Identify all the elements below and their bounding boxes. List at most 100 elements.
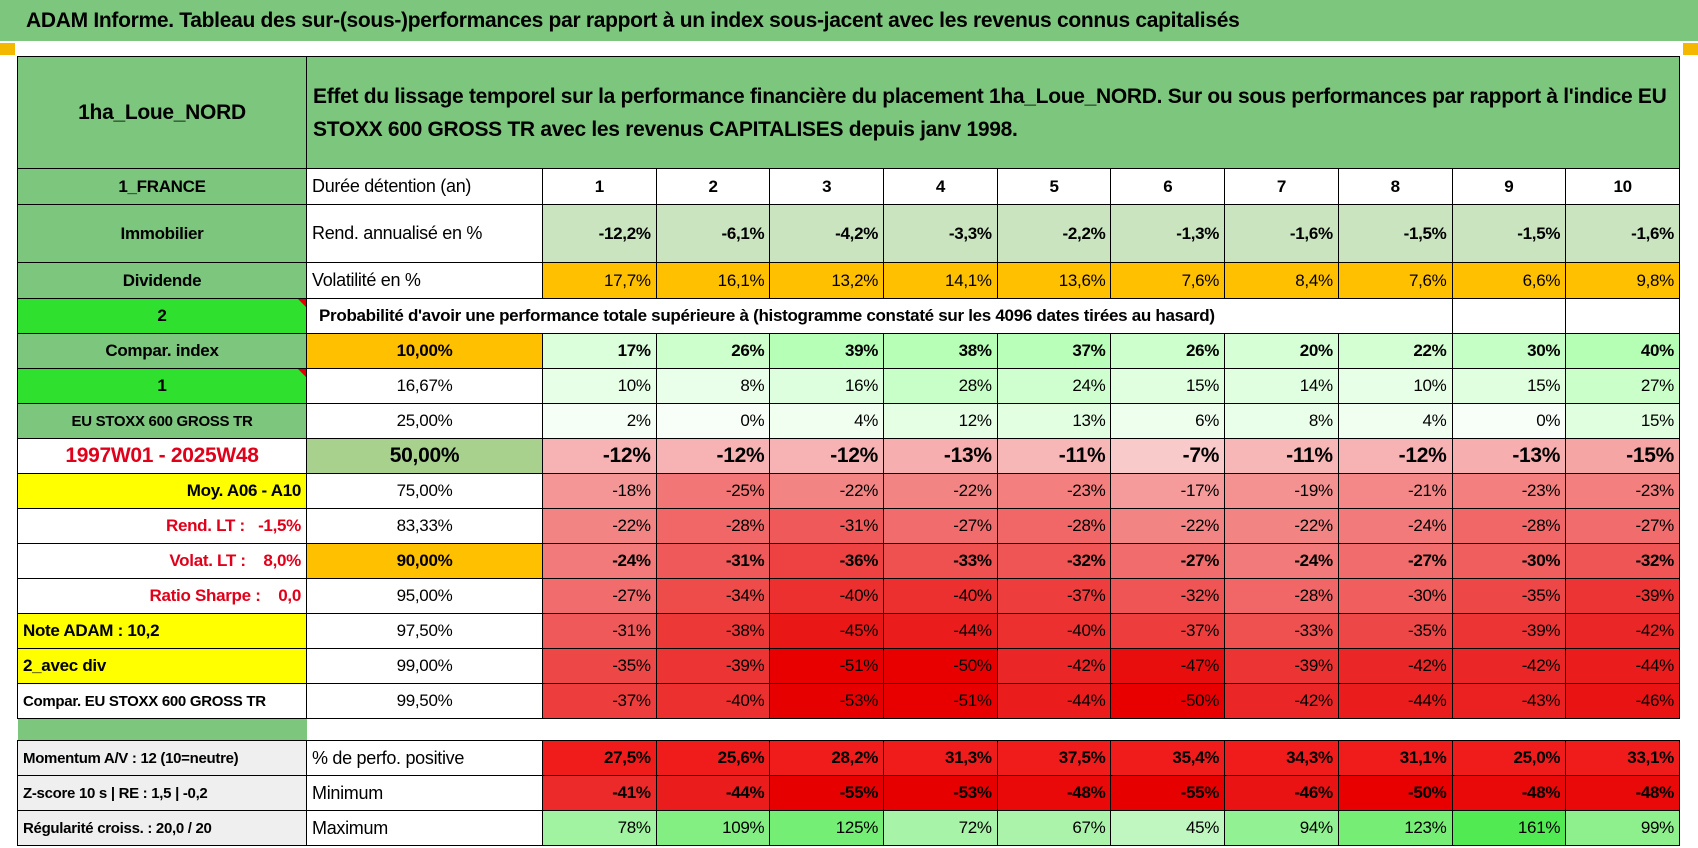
row-side-label: Compar. index bbox=[17, 333, 307, 369]
value-cell: -35% bbox=[1337, 613, 1453, 649]
row-side-label: Régularité croiss. : 20,0 / 20 bbox=[17, 810, 307, 846]
value-cell: 2% bbox=[542, 403, 657, 439]
value-cell: -1,6% bbox=[1224, 204, 1339, 263]
value-cell: -1,6% bbox=[1565, 204, 1680, 263]
value-cell: 94% bbox=[1224, 810, 1339, 846]
value-cell: 13,6% bbox=[996, 262, 1112, 299]
value-cell: 35,4% bbox=[1110, 740, 1226, 776]
value-cell: -6,1% bbox=[655, 204, 771, 263]
value-cell: 16,1% bbox=[655, 262, 771, 299]
table-row: 2_avec div 99,00% -35% -39% -51% -50% -42% -47%… bbox=[17, 648, 1680, 684]
table-row: 1997W01 - 2025W48 50,00% -12% -12% -12% -13% -… bbox=[17, 438, 1680, 474]
value-cell: -24% bbox=[1337, 508, 1453, 544]
row-label: 25,00% bbox=[306, 403, 543, 439]
value-cell: -37% bbox=[1110, 613, 1226, 649]
value-cell: 22% bbox=[1337, 333, 1453, 369]
value-cell: -39% bbox=[1224, 648, 1339, 684]
value-cell: -39% bbox=[655, 648, 771, 684]
value-cell: 17,7% bbox=[542, 262, 657, 299]
row-label: Rend. annualisé en % bbox=[306, 204, 543, 263]
value-cell: -35% bbox=[1451, 578, 1567, 614]
row-label: Maximum bbox=[306, 810, 543, 846]
value-cell: -27% bbox=[1110, 543, 1226, 579]
row-side-label: Z-score 10 s | RE : 1,5 | -0,2 bbox=[17, 775, 307, 811]
value-cell: 17% bbox=[542, 333, 657, 369]
value-cell: 99% bbox=[1565, 810, 1680, 846]
value-cell: 9,8% bbox=[1565, 262, 1680, 299]
value-cell: -27% bbox=[542, 578, 657, 614]
value-cell: -12% bbox=[655, 438, 771, 474]
value-cell: -27% bbox=[1565, 508, 1680, 544]
value-cell: 33,1% bbox=[1565, 740, 1680, 776]
value-cell: -22% bbox=[542, 508, 657, 544]
value-cell: 10% bbox=[542, 368, 657, 404]
value-cell: -22% bbox=[883, 473, 998, 509]
value-cell: -50% bbox=[1337, 775, 1453, 811]
value-cell: -15% bbox=[1565, 438, 1680, 474]
value-cell: -40% bbox=[883, 578, 998, 614]
value-cell: 8,4% bbox=[1224, 262, 1339, 299]
value-cell: -40% bbox=[655, 683, 771, 719]
value-cell: -28% bbox=[1224, 578, 1339, 614]
row-label: 99,50% bbox=[306, 683, 543, 719]
value-cell: -18% bbox=[542, 473, 657, 509]
value-cell: -42% bbox=[1224, 683, 1339, 719]
value-cell: -3,3% bbox=[883, 204, 998, 263]
value-cell: -44% bbox=[996, 683, 1112, 719]
value-cell: 4% bbox=[769, 403, 885, 439]
value-cell: -4,2% bbox=[769, 204, 885, 263]
value-cell: -42% bbox=[1337, 648, 1453, 684]
value-cell: -50% bbox=[883, 648, 998, 684]
value-cell: 27,5% bbox=[542, 740, 657, 776]
table-row: Ratio Sharpe : 0,0 95,00% -27% -34% -40% -40%… bbox=[17, 578, 1680, 614]
value-cell: -48% bbox=[996, 775, 1112, 811]
value-cell: 27% bbox=[1565, 368, 1680, 404]
table-row: Note ADAM : 10,2 97,50% -31% -38% -45% -44% -4… bbox=[17, 613, 1680, 649]
value-cell: 15% bbox=[1451, 368, 1567, 404]
value-cell: -28% bbox=[1451, 508, 1567, 544]
table-row: Compar. EU STOXX 600 GROSS TR 99,50% -37% -… bbox=[17, 683, 1680, 719]
value-cell: -42% bbox=[996, 648, 1112, 684]
value-cell: -13% bbox=[883, 438, 998, 474]
value-cell: 6,6% bbox=[1451, 262, 1567, 299]
value-cell: 7,6% bbox=[1337, 262, 1453, 299]
row-side-label: Ratio Sharpe : 0,0 bbox=[17, 578, 307, 614]
value-cell: -31% bbox=[769, 508, 885, 544]
value-cell: -12,2% bbox=[542, 204, 657, 263]
value-cell: -32% bbox=[1565, 543, 1680, 579]
value-cell: 30% bbox=[1451, 333, 1567, 369]
value-cell: -39% bbox=[1451, 613, 1567, 649]
value-cell: 109% bbox=[655, 810, 771, 846]
row-label: 97,50% bbox=[306, 613, 543, 649]
value-cell: 38% bbox=[883, 333, 998, 369]
row-label: 99,00% bbox=[306, 648, 543, 684]
row-side-label: 1_FRANCE bbox=[17, 168, 307, 205]
span-text: Probabilité d'avoir une performance tota… bbox=[306, 298, 1453, 334]
value-cell: -22% bbox=[1224, 508, 1339, 544]
value-cell: -35% bbox=[542, 648, 657, 684]
value-cell: 25,6% bbox=[655, 740, 771, 776]
table-row: Compar. index 10,00% 17% 26% 39% 38% 37% 26% 20%… bbox=[17, 333, 1680, 369]
value-cell: -44% bbox=[883, 613, 998, 649]
value-cell: 28,2% bbox=[769, 740, 885, 776]
row-side-label: Immobilier bbox=[17, 204, 307, 263]
value-cell: 31,3% bbox=[883, 740, 998, 776]
value-cell: -36% bbox=[769, 543, 885, 579]
row-label: % de perfo. positive bbox=[306, 740, 543, 776]
value-cell: -39% bbox=[1565, 578, 1680, 614]
row-side-label: EU STOXX 600 GROSS TR bbox=[17, 403, 307, 439]
value-cell: -22% bbox=[1110, 508, 1226, 544]
value-cell: -41% bbox=[542, 775, 657, 811]
value-cell: -21% bbox=[1337, 473, 1453, 509]
value-cell: -27% bbox=[883, 508, 998, 544]
value-cell: 161% bbox=[1451, 810, 1567, 846]
value-cell: 45% bbox=[1110, 810, 1226, 846]
value-cell: -34% bbox=[655, 578, 771, 614]
value-cell: 34,3% bbox=[1224, 740, 1339, 776]
value-cell: 28% bbox=[883, 368, 998, 404]
value-cell: -11% bbox=[1224, 438, 1339, 474]
row-label: 90,00% bbox=[306, 543, 543, 579]
value-cell: 72% bbox=[883, 810, 998, 846]
value-cell: -28% bbox=[996, 508, 1112, 544]
table-row: Momentum A/V : 12 (10=neutre)% de perfo.… bbox=[17, 740, 1680, 776]
